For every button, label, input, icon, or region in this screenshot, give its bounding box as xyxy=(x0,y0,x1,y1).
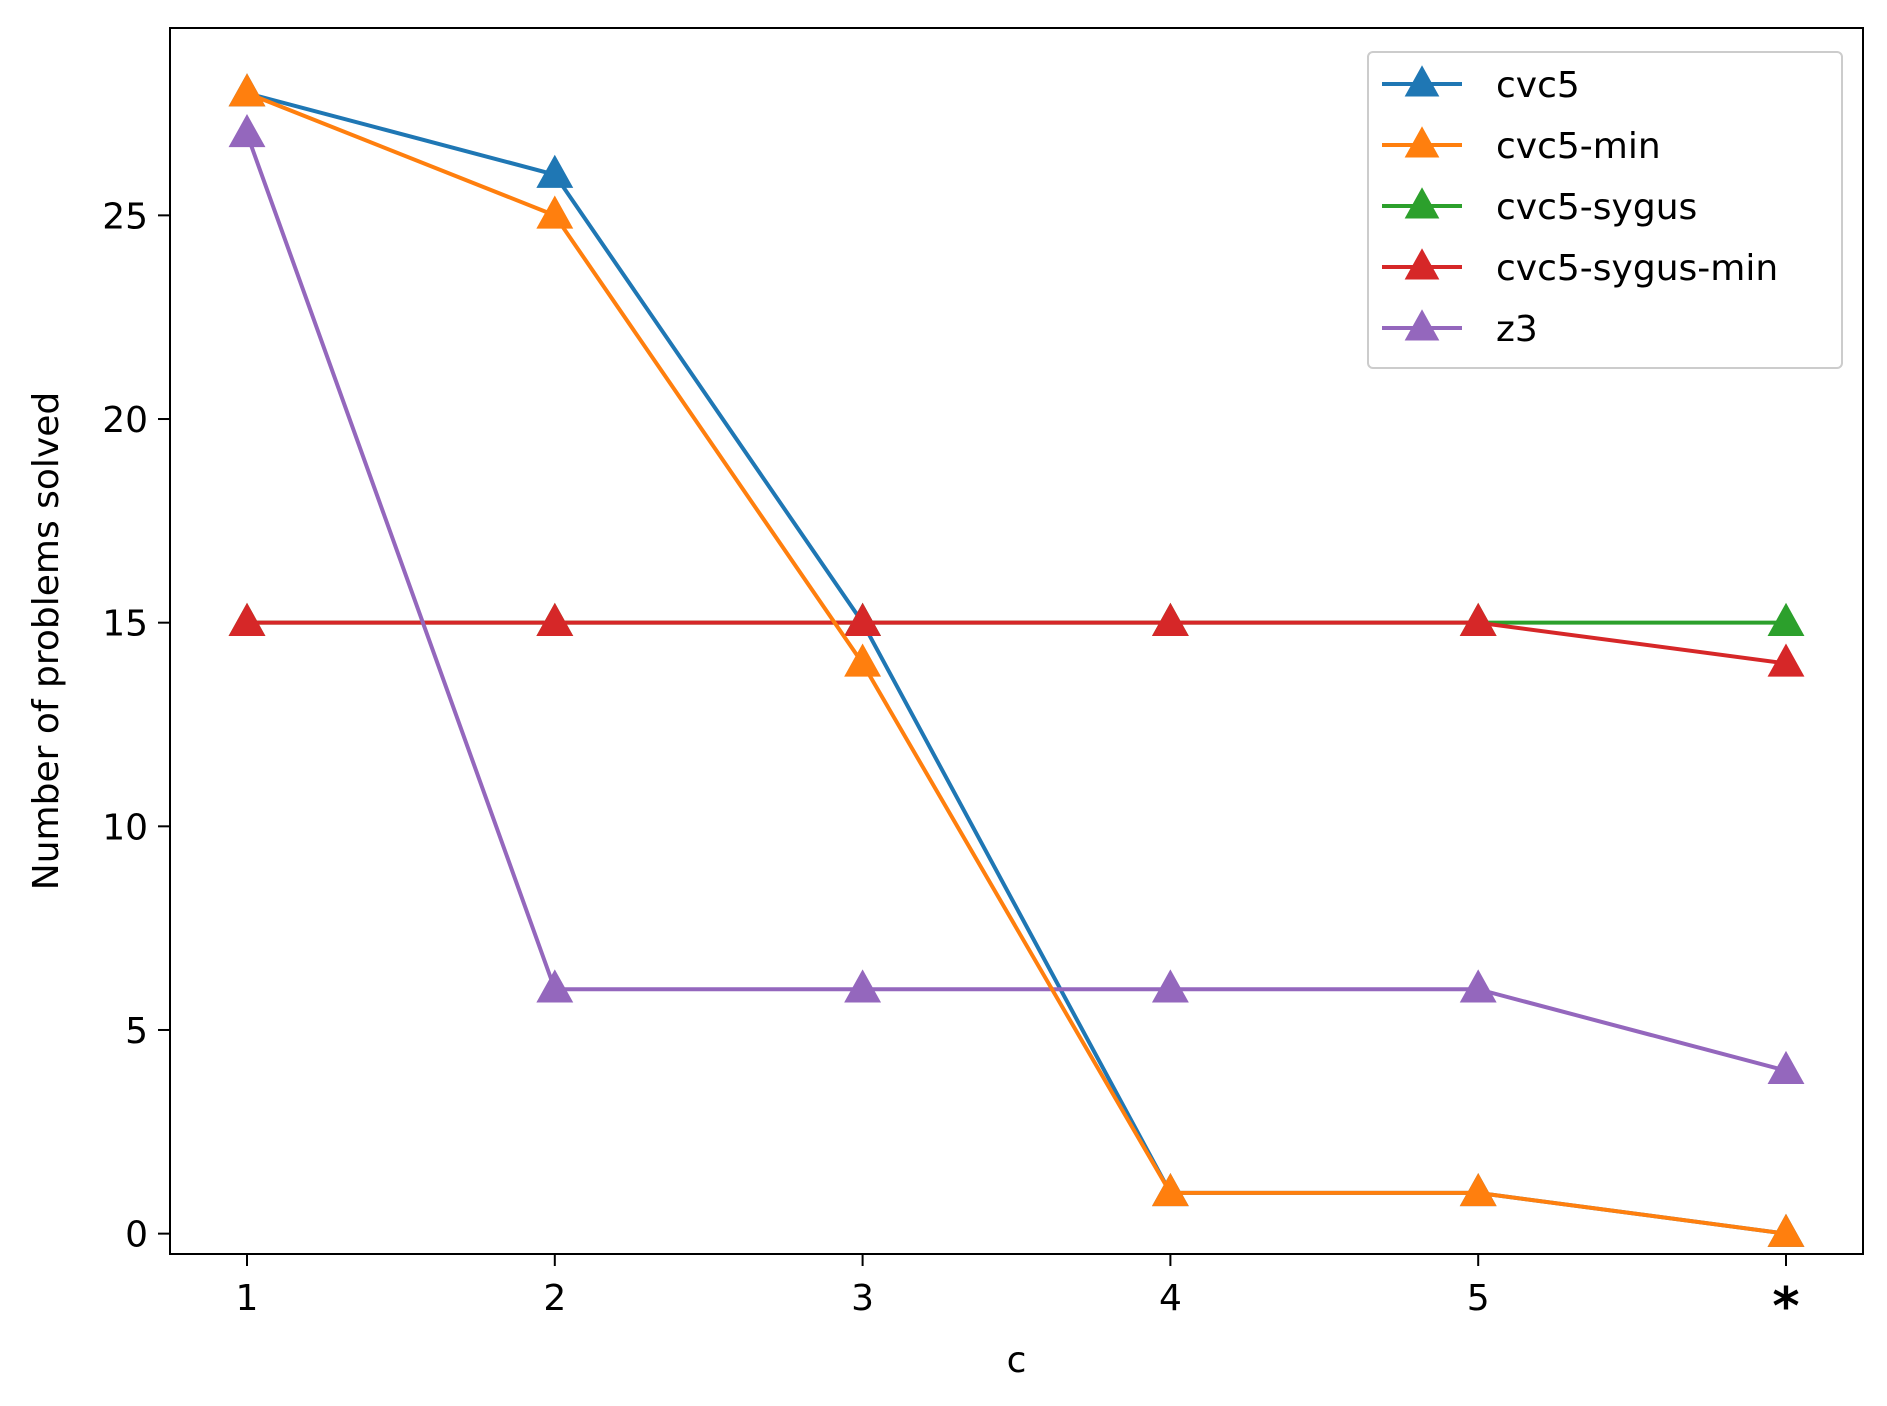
data-point xyxy=(1151,602,1189,636)
series-line xyxy=(246,91,1787,1236)
data-point xyxy=(1767,602,1805,636)
legend-box xyxy=(1367,51,1843,369)
data-point xyxy=(844,969,882,1003)
y-tick-label: 5 xyxy=(125,1011,148,1052)
data-point xyxy=(1151,1173,1189,1207)
y-tick-label: 25 xyxy=(102,196,148,237)
y-tick-label: 20 xyxy=(102,400,148,441)
legend: cvc5 cvc5-min cvc5-sygus cvc5-sygus-min z3 xyxy=(1367,51,1843,369)
data-point xyxy=(536,195,574,229)
data-point xyxy=(536,154,574,188)
data-point xyxy=(844,602,882,636)
legend-label: cvc5 xyxy=(1496,65,1580,106)
legend-marker xyxy=(1404,65,1440,97)
data-point xyxy=(1767,643,1805,677)
legend-entry: cvc5-sygus-min xyxy=(1382,248,1778,289)
y-tick-label: 15 xyxy=(102,604,148,645)
plot-area xyxy=(228,73,1805,1247)
legend-entry: cvc5-sygus xyxy=(1382,187,1697,228)
x-tick-label: 1 xyxy=(236,1278,259,1319)
series-line xyxy=(247,620,1787,666)
x-tick-label: * xyxy=(1772,1277,1799,1337)
data-point xyxy=(1459,602,1497,636)
legend-entry: z3 xyxy=(1382,309,1538,350)
data-point xyxy=(228,114,266,148)
series-z3 xyxy=(228,114,1805,1084)
legend-entry: cvc5 xyxy=(1382,65,1580,106)
legend-marker xyxy=(1404,309,1440,341)
axis-ticks: 1 2 3 4 5 * 0 5 10 15 20 25 xyxy=(102,196,1799,1337)
x-tick-label: 2 xyxy=(543,1278,566,1319)
axes-frame xyxy=(169,27,1864,1255)
x-axis-label: c xyxy=(1007,1340,1027,1381)
data-point xyxy=(1767,1050,1805,1084)
data-point xyxy=(1459,969,1497,1003)
data-point xyxy=(228,73,266,107)
x-tick-label: 3 xyxy=(851,1278,874,1319)
legend-label: cvc5-sygus-min xyxy=(1496,248,1778,289)
x-tick-label: 5 xyxy=(1467,1278,1490,1319)
legend-entry: cvc5-min xyxy=(1382,126,1661,167)
legend-label: cvc5-sygus xyxy=(1496,187,1697,228)
legend-marker xyxy=(1404,187,1440,219)
legend-marker xyxy=(1404,248,1440,280)
data-point xyxy=(1151,969,1189,1003)
series-cvc5-min xyxy=(228,73,1805,1247)
data-point xyxy=(228,602,266,636)
x-tick-label: 4 xyxy=(1159,1278,1182,1319)
y-tick-label: 0 xyxy=(125,1215,148,1256)
legend-marker xyxy=(1404,126,1440,158)
data-point xyxy=(536,969,574,1003)
y-axis-label: Number of problems solved xyxy=(26,392,67,890)
series-line xyxy=(245,133,1787,1073)
legend-label: cvc5-min xyxy=(1496,126,1661,167)
legend-label: z3 xyxy=(1496,309,1538,350)
data-point xyxy=(1459,1173,1497,1207)
data-point xyxy=(1767,1213,1805,1247)
data-point xyxy=(844,643,882,677)
y-tick-label: 10 xyxy=(102,807,148,848)
data-point xyxy=(536,602,574,636)
series-cvc5-sygus-min xyxy=(228,602,1805,677)
